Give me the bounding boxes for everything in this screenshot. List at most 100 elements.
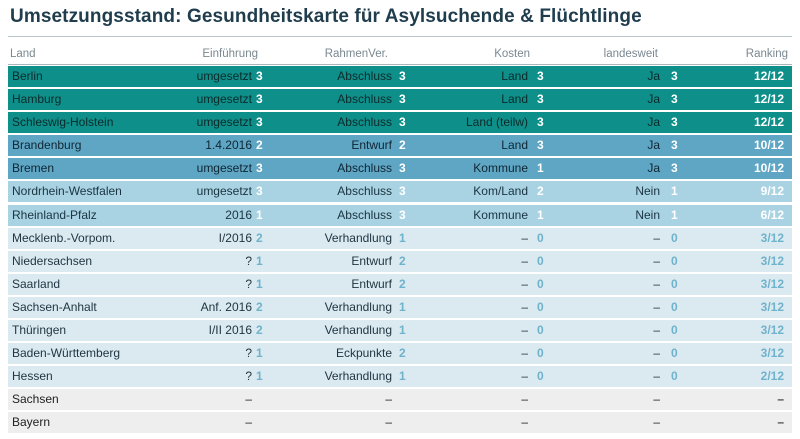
table-row: Thüringen I/II 2016 2 Verhandlung 1–0–0 3/12	[8, 320, 792, 342]
cell-kosten: Kommune	[473, 207, 528, 222]
cell-kosten: Land	[501, 138, 528, 153]
cell-landesweit: –	[653, 392, 660, 407]
table-row: Schleswig-Holstein umgesetzt 3 Abschluss 3 La…	[8, 112, 792, 134]
cell-ranking: –	[777, 415, 784, 430]
cell-landesweit-score: 0	[671, 369, 678, 384]
cell-einfuehrung-score: 1	[256, 276, 263, 291]
cell-einfuehrung-score: 2	[256, 138, 263, 153]
cell-rahmen: Verhandlung	[324, 369, 392, 384]
cell-kosten-score: 0	[537, 346, 544, 361]
cell-rahmen-score: 2	[399, 138, 406, 153]
cell-einfuehrung: ?	[245, 346, 252, 361]
cell-landesweit-score: 0	[671, 346, 678, 361]
cell-kosten: –	[521, 323, 528, 338]
cell-landesweit-score: 3	[671, 138, 678, 153]
cell-kosten: –	[521, 392, 528, 407]
cell-land: Hessen	[12, 369, 53, 384]
cell-kosten-score: 3	[537, 69, 544, 83]
table-row: Sachsen – – – – –	[8, 389, 792, 411]
cell-ranking: 3/12	[760, 253, 784, 268]
cell-kosten: –	[521, 253, 528, 268]
cell-landesweit: –	[653, 346, 660, 361]
cell-landesweit: Ja	[647, 161, 660, 176]
cell-landesweit: Nein	[635, 184, 660, 199]
cell-einfuehrung: umgesetzt	[196, 69, 252, 83]
cell-kosten-score: 0	[537, 253, 544, 268]
table-row: Hessen? 1 Verhandlung 1–0–0 2/12	[8, 366, 792, 388]
cell-rahmen: Entwurf	[351, 253, 392, 268]
cell-kosten: Land (teilw)	[465, 115, 528, 130]
header-land: Land	[10, 48, 36, 60]
table-row: Baden-Württemberg? 1 Eckpunkte 2–0–0 3/12	[8, 343, 792, 365]
title-divider	[8, 36, 792, 37]
table-row: Bremen umgesetzt 3 Abschluss 3 Kommune 1 Ja 3 10/…	[8, 158, 792, 180]
cell-rahmen: Abschluss	[337, 115, 392, 130]
cell-kosten: –	[521, 276, 528, 291]
cell-rahmen: Abschluss	[337, 207, 392, 222]
cell-kosten-score: 1	[537, 161, 544, 176]
table-row: Rheinland-Pfalz 2016 1 Abschluss 3 Kommune 1 Ne…	[8, 204, 792, 226]
cell-einfuehrung: 1.4.2016	[205, 138, 252, 153]
cell-einfuehrung: –	[245, 415, 252, 430]
cell-land: Berlin	[12, 69, 43, 83]
cell-land: Mecklenb.-Vorpom.	[12, 230, 116, 245]
cell-rahmen: –	[385, 415, 392, 430]
cell-kosten: Land	[501, 92, 528, 107]
cell-landesweit: Ja	[647, 69, 660, 83]
cell-kosten: –	[521, 346, 528, 361]
cell-rahmen: Entwurf	[351, 138, 392, 153]
cell-einfuehrung-score: 3	[256, 161, 263, 176]
cell-landesweit-score: 3	[671, 115, 678, 130]
table-row: Brandenburg 1.4.2016 2 Entwurf 2 Land 3 Ja 3 10/1…	[8, 135, 792, 157]
cell-landesweit-score: 0	[671, 323, 678, 338]
cell-kosten-score: 3	[537, 138, 544, 153]
cell-einfuehrung-score: 3	[256, 69, 263, 83]
cell-rahmen-score: 3	[399, 184, 406, 199]
header-einfuehrung: Einführung	[202, 48, 258, 60]
cell-land: Hamburg	[12, 92, 62, 107]
cell-kosten-score: 0	[537, 230, 544, 245]
cell-einfuehrung-score: 1	[256, 369, 263, 384]
cell-landesweit: Ja	[647, 138, 660, 153]
cell-ranking: 2/12	[760, 369, 784, 384]
cell-ranking: 6/12	[760, 207, 784, 222]
cell-landesweit-score: 0	[671, 299, 678, 314]
cell-landesweit: –	[653, 276, 660, 291]
cell-land: Niedersachsen	[12, 253, 93, 268]
table-row: Hamburg umgesetzt 3 Abschluss 3 Land 3 Ja 3 12/12	[8, 89, 792, 111]
cell-rahmen: Verhandlung	[324, 323, 392, 338]
cell-einfuehrung: ?	[245, 276, 252, 291]
cell-ranking: –	[777, 392, 784, 407]
cell-landesweit-score: 1	[671, 184, 678, 199]
cell-rahmen-score: 1	[399, 230, 406, 245]
cell-ranking: 3/12	[760, 323, 784, 338]
cell-einfuehrung: Anf. 2016	[200, 299, 252, 314]
cell-land: Sachsen	[12, 392, 59, 407]
cell-land: Sachsen-Anhalt	[12, 299, 97, 314]
cell-land: Bremen	[12, 161, 55, 176]
cell-ranking: 9/12	[760, 184, 784, 199]
cell-kosten-score: 0	[537, 369, 544, 384]
cell-landesweit-score	[671, 412, 691, 433]
cell-rahmen-score: 2	[399, 253, 406, 268]
cell-landesweit: –	[653, 299, 660, 314]
cell-land: Saarland	[12, 276, 61, 291]
cell-rahmen-score: 2	[399, 346, 406, 361]
cell-einfuehrung-score: 2	[256, 230, 263, 245]
cell-landesweit-score: 0	[671, 253, 678, 268]
cell-kosten: Kom/Land	[473, 184, 528, 199]
table-header: Land Einführung RahmenVer. Kosten landes…	[8, 48, 792, 64]
cell-landesweit: Ja	[647, 92, 660, 107]
cell-kosten-score: 3	[537, 115, 544, 130]
chart-title: Umsetzungsstand: Gesundheitskarte für As…	[10, 6, 642, 27]
table-row: Niedersachsen? 1 Entwurf 2–0–0 3/12	[8, 250, 792, 272]
cell-ranking: 12/12	[753, 92, 784, 107]
cell-rahmen: Eckpunkte	[335, 346, 392, 361]
cell-land: Bayern	[12, 415, 51, 430]
cell-kosten-score: 3	[537, 92, 544, 107]
cell-kosten-score: 2	[537, 184, 544, 199]
header-ranking: Ranking	[745, 48, 788, 60]
cell-einfuehrung-score: 1	[256, 346, 263, 361]
cell-einfuehrung: umgesetzt	[196, 161, 252, 176]
cell-einfuehrung: ?	[245, 253, 252, 268]
